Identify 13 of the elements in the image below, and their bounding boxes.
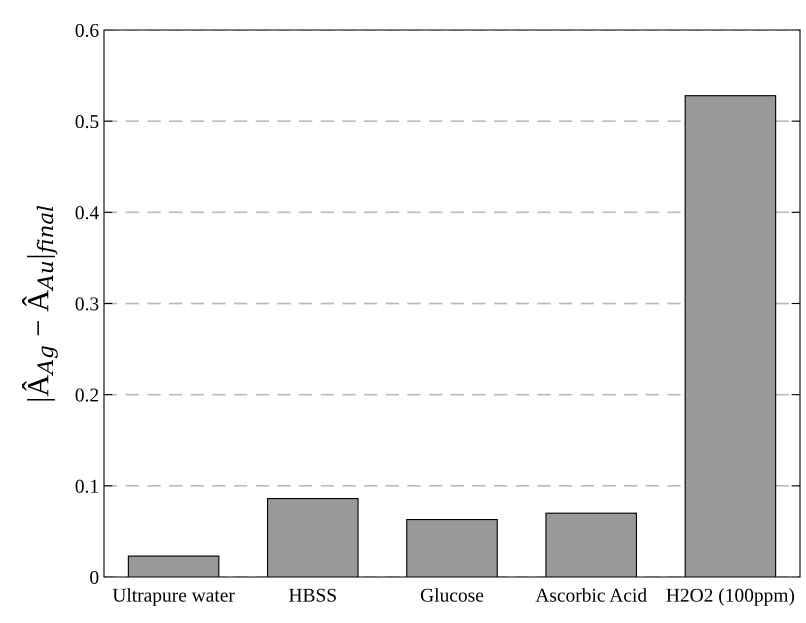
y-tick-label: 0.5	[76, 114, 98, 128]
x-tick-label: Glucose	[420, 588, 484, 602]
y-tick-label: 0.2	[76, 388, 98, 402]
x-tick-label: HBSS	[289, 588, 336, 602]
y-axis-title: |Â$_{Ag}$ − Â$_{Au}$|$_{final}$	[22, 206, 58, 401]
x-tick-label: Ultrapure water	[112, 588, 235, 606]
y-tick-label: 0	[90, 570, 98, 584]
y-tick-label: 0.3	[76, 297, 98, 311]
y-tick-label: 0.6	[76, 24, 99, 38]
y-tick-label: 0.4	[76, 206, 99, 220]
y-tick-label: 0.1	[76, 480, 98, 493]
x-tick-label: Ascorbic Acid	[536, 588, 647, 602]
x-tick-label: H2O2 (100ppm)	[666, 588, 794, 606]
